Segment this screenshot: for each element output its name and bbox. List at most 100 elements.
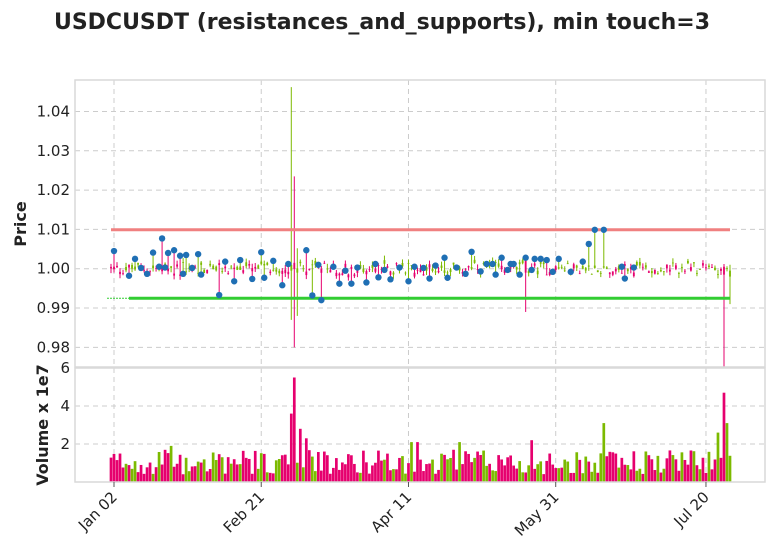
candle-body (443, 270, 446, 273)
candle-body (389, 271, 392, 275)
touch-marker (543, 256, 550, 264)
candle-body (680, 266, 683, 268)
candle-body (386, 266, 389, 268)
price-y-ticks: 0.98 0.99 1.00 1.01 1.02 1.03 1.04 (37, 102, 70, 356)
touch-marker (155, 263, 163, 270)
volume-bar (644, 451, 648, 482)
volume-bar (623, 464, 627, 482)
volume-bar (569, 472, 573, 482)
candle-body (611, 271, 614, 275)
candle-body (702, 263, 704, 266)
volume-bar (353, 463, 356, 482)
volume-bar (205, 471, 209, 482)
volume-bar (614, 453, 618, 482)
candle-body (122, 273, 124, 275)
candle-body (647, 271, 650, 273)
touch-marker (537, 255, 544, 263)
volume-bar (362, 450, 365, 482)
volume-bar (172, 466, 176, 482)
volume-bar (262, 453, 266, 482)
volume-bar (250, 473, 254, 482)
candle-body (590, 273, 593, 275)
volume-bar (605, 456, 609, 482)
candle-body (287, 271, 290, 275)
candle-body (218, 263, 221, 266)
candle-body (608, 272, 611, 275)
candle-body (416, 270, 419, 272)
touch-marker (372, 260, 379, 268)
touch-marker (504, 266, 511, 274)
volume-bar (208, 468, 212, 482)
candle-body (536, 270, 539, 275)
candle-body (659, 270, 662, 272)
volume-bar (449, 457, 452, 482)
volume-bar (338, 469, 341, 482)
touch-marker (510, 260, 517, 268)
candle-body (524, 260, 527, 273)
candle-body (260, 261, 263, 264)
candle-body (281, 270, 284, 274)
candle-body (392, 272, 395, 275)
volume-bar (566, 461, 570, 482)
volume-bar (178, 454, 182, 482)
volume-bar (395, 469, 398, 482)
volume-bar (686, 464, 690, 482)
volume-bar (674, 459, 678, 482)
volume-bar (635, 470, 639, 482)
volume-bar (416, 442, 419, 482)
touch-marker (555, 255, 562, 263)
candle-body (413, 272, 416, 277)
candle-body (602, 266, 605, 268)
volume-bar (476, 451, 479, 482)
candle-body (578, 273, 581, 275)
candle-body (395, 263, 398, 265)
volume-bar (542, 474, 546, 482)
touch-marker (516, 271, 523, 278)
volume-bar (386, 453, 389, 482)
candle-body (644, 265, 647, 268)
candle-body (635, 261, 638, 266)
touch-marker (170, 247, 178, 254)
volume-bar (656, 455, 660, 482)
candle-body (203, 269, 206, 274)
volume-bar (157, 452, 161, 482)
volume-bar (425, 464, 428, 482)
volume-bar (578, 459, 582, 482)
volume-bar (298, 428, 302, 482)
candle-body (458, 267, 461, 271)
candle-body (554, 266, 557, 270)
volume-bar (181, 474, 185, 482)
candle-body (176, 264, 179, 267)
volume-bar (329, 473, 332, 482)
candle-body (131, 264, 133, 269)
volume-axis-label: Volume x 1e7 (33, 364, 52, 485)
candle-body (527, 270, 530, 274)
candle-body (665, 264, 668, 269)
volume-bar (509, 455, 512, 482)
volume-bar (151, 473, 155, 482)
volume-bar (593, 462, 597, 482)
touch-marker (354, 264, 361, 271)
volume-bar (617, 467, 621, 482)
candle-body (560, 266, 563, 268)
volume-bar (689, 450, 693, 482)
volume-bar (575, 452, 579, 482)
candle-body (494, 261, 497, 264)
candle-body (717, 274, 719, 275)
volume-bar (341, 462, 344, 482)
touch-marker (270, 257, 277, 265)
volume-panel-frame (74, 367, 766, 483)
candle-body (449, 269, 452, 273)
touch-markers (110, 226, 638, 304)
candle-body (383, 260, 386, 264)
volume-bar (563, 459, 567, 482)
volume-bar (404, 473, 407, 482)
candle-body (245, 262, 248, 267)
candle-body (437, 270, 440, 273)
volume-bar (626, 465, 630, 482)
touch-marker (258, 249, 265, 256)
volume-bars (109, 377, 732, 482)
touch-marker (531, 255, 538, 263)
volume-bar (295, 462, 299, 482)
